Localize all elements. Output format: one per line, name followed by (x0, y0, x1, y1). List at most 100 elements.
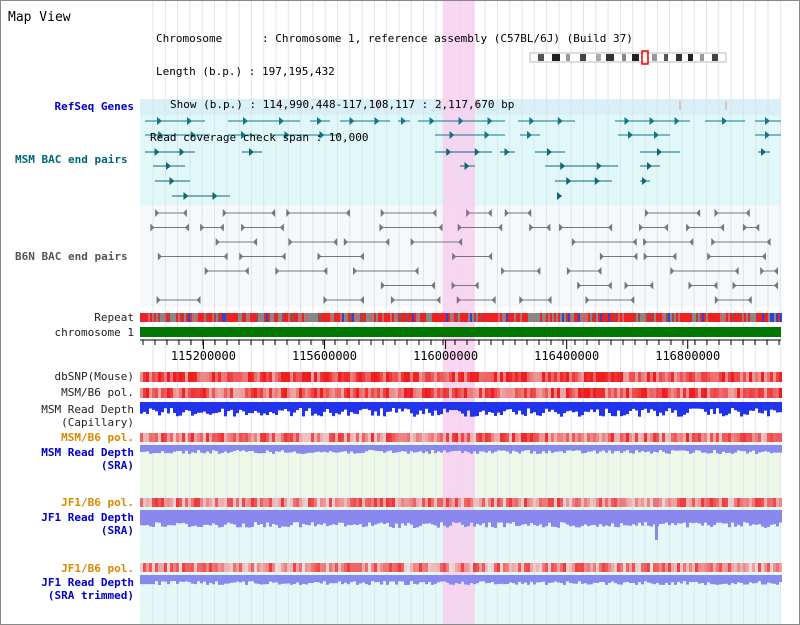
polymorphism-cell (647, 563, 650, 572)
repeat-mark (324, 313, 326, 322)
depth-bar (359, 402, 362, 411)
polymorphism-cell (686, 372, 689, 382)
depth-bar (218, 575, 221, 585)
depth-bar (533, 402, 536, 413)
polymorphism-cell (401, 433, 404, 442)
polymorphism-cell (656, 433, 659, 442)
polymorphism-cell (179, 388, 182, 398)
depth-bar (212, 575, 215, 585)
depth-bar (683, 575, 686, 582)
track-label-refseq[interactable]: RefSeq Genes (54, 100, 134, 113)
depth-bar (146, 445, 149, 452)
polymorphism-cell (662, 563, 665, 572)
msm-bac-track[interactable] (145, 148, 770, 200)
polymorphism-cell (563, 372, 566, 382)
polymorphism-cell (524, 388, 527, 398)
polymorphism-cell (296, 563, 299, 572)
depth-bar (650, 445, 653, 454)
depth-bar (527, 402, 530, 409)
polymorphism-cell (419, 388, 422, 398)
depth-bar (440, 575, 443, 582)
polymorphism-cell (398, 563, 401, 572)
depth-bar (362, 510, 365, 528)
depth-bar (569, 510, 572, 527)
depth-bar (287, 402, 290, 412)
depth-bar (284, 402, 287, 409)
depth-bar (746, 575, 749, 585)
polymorphism-cell (380, 433, 383, 442)
polymorphism-cell (386, 433, 389, 442)
repeat-mark (320, 313, 322, 322)
polymorphism-cell (632, 433, 635, 442)
b6n-end (204, 267, 209, 275)
depth-bar (410, 402, 413, 414)
polymorphism-cell (710, 372, 713, 382)
depth-bar (161, 445, 164, 452)
polymorphism-cell (608, 498, 611, 507)
track-label-b6n-bac[interactable]: B6N BAC end pairs (15, 250, 128, 263)
b6n-end (747, 296, 752, 304)
polymorphism-cell (551, 388, 554, 398)
exon-arrow (317, 117, 322, 125)
polymorphism-cell (617, 563, 620, 572)
exon-arrow (458, 117, 464, 125)
depth-bar (719, 510, 722, 523)
b6n-end (774, 267, 778, 275)
depth-bar (347, 575, 350, 585)
depth-bar (524, 510, 527, 525)
polymorphism-cell (167, 498, 170, 507)
depth-bar (248, 445, 251, 452)
b6n-bac-track[interactable] (150, 209, 778, 304)
polymorphism-cell (272, 372, 275, 382)
polymorphism-cell (464, 563, 467, 572)
repeat-mark (266, 313, 268, 322)
polymorphism-cell (458, 498, 461, 507)
repeat-mark (294, 313, 296, 322)
polymorphism-cell (437, 498, 440, 507)
depth-bar (443, 402, 446, 409)
depth-bar (146, 402, 149, 414)
polymorphism-cell (686, 433, 689, 442)
depth-bar (350, 575, 353, 583)
depth-bar (563, 402, 566, 414)
depth-bar (662, 445, 665, 452)
polymorphism-cell (290, 388, 293, 398)
b6n-end (527, 209, 532, 217)
polymorphism-cell (680, 498, 683, 507)
polymorphism-cell (524, 433, 527, 442)
polymorphism-cell (152, 372, 155, 382)
depth-bar (380, 575, 383, 585)
track-label-msm-bac[interactable]: MSM BAC end pairs (15, 153, 128, 166)
depth-bar (497, 575, 500, 585)
depth-bar (275, 445, 278, 452)
polymorphism-cell (566, 433, 569, 442)
repeat-mark (244, 313, 246, 322)
polymorphism-cell (167, 372, 170, 382)
polymorphism-cell (212, 498, 215, 507)
repeat-mark (640, 313, 642, 322)
exon-arrow (484, 131, 490, 139)
polymorphism-cell (626, 388, 629, 398)
polymorphism-cell (551, 498, 554, 507)
ideogram-band (632, 54, 639, 61)
depth-bar (254, 445, 257, 453)
depth-bar (341, 402, 344, 412)
repeat-mark (382, 313, 384, 322)
polymorphism-cell (299, 433, 302, 442)
polymorphism-cell (581, 372, 584, 382)
depth-bar (734, 445, 737, 453)
polymorphism-cell (431, 372, 434, 382)
polymorphism-cell (404, 433, 407, 442)
depth-bar (590, 402, 593, 410)
depth-bar (188, 575, 191, 583)
polymorphism-cell (149, 498, 152, 507)
polymorphism-cell (704, 563, 707, 572)
refseq-genes-track[interactable] (145, 101, 781, 139)
depth-bar (599, 445, 602, 452)
depth-bar (326, 402, 329, 410)
polymorphism-cell (374, 498, 377, 507)
chromosome-ideogram-icon[interactable] (529, 50, 727, 65)
depth-bar (317, 445, 320, 452)
repeat-mark (298, 313, 300, 322)
depth-bar (704, 445, 707, 453)
